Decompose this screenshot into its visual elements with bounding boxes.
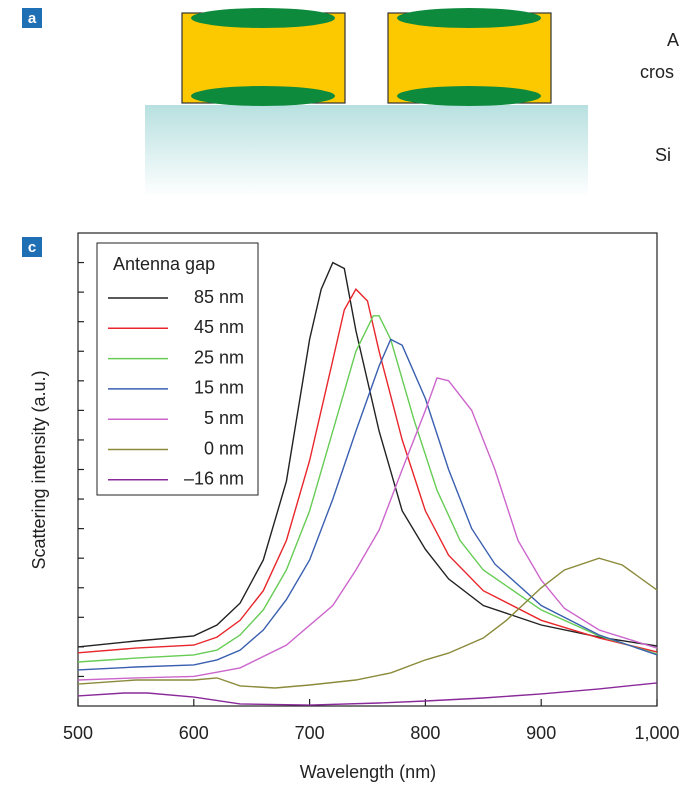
x-tick-label: 600: [179, 723, 209, 743]
y-axis-label: Scattering intensity (a.u.): [29, 370, 49, 569]
series-line: [77, 682, 658, 706]
series-line: [77, 315, 658, 663]
panel-badge: [22, 237, 42, 257]
x-tick-label: 800: [410, 723, 440, 743]
diagram-text: cros: [640, 62, 674, 82]
x-axis-label: Wavelength (nm): [300, 762, 436, 782]
panel-badge: [22, 8, 42, 28]
panel-a: a A cros Si: [22, 8, 679, 197]
cylinder: [387, 8, 552, 106]
x-tick-label: 900: [526, 723, 556, 743]
plot: 500 600 700 800 900 1,000 Antenna gap 85 nm 45 n…: [63, 242, 680, 743]
panel-label: c: [28, 239, 36, 256]
x-tick-label: 1,000: [634, 723, 679, 743]
legend-label: 45 nm: [194, 317, 244, 337]
x-tick-label: 700: [295, 723, 325, 743]
legend-title: Antenna gap: [113, 254, 215, 274]
series-line: [77, 338, 658, 671]
legend: Antenna gap 85 nm 45 nm 25 nm 15 nm 5 nm 0 nm –…: [96, 242, 259, 496]
legend-label: 0 nm: [204, 438, 244, 458]
cylinder: [181, 8, 346, 106]
diagram-text: Si: [655, 145, 671, 165]
legend-label: –16 nm: [184, 469, 244, 489]
legend-box: [96, 242, 259, 496]
substrate: [145, 105, 588, 197]
panel-label: a: [28, 10, 37, 27]
series-line: [77, 557, 658, 689]
legend-label: 85 nm: [194, 287, 244, 307]
series-line: [77, 261, 658, 648]
legend-label: 5 nm: [204, 408, 244, 428]
series-line: [77, 377, 658, 681]
legend-label: 25 nm: [194, 347, 244, 367]
diagram-text: A: [667, 30, 679, 50]
x-tick-label: 500: [63, 723, 93, 743]
legend-label: 15 nm: [194, 378, 244, 398]
series-line: [77, 288, 658, 654]
